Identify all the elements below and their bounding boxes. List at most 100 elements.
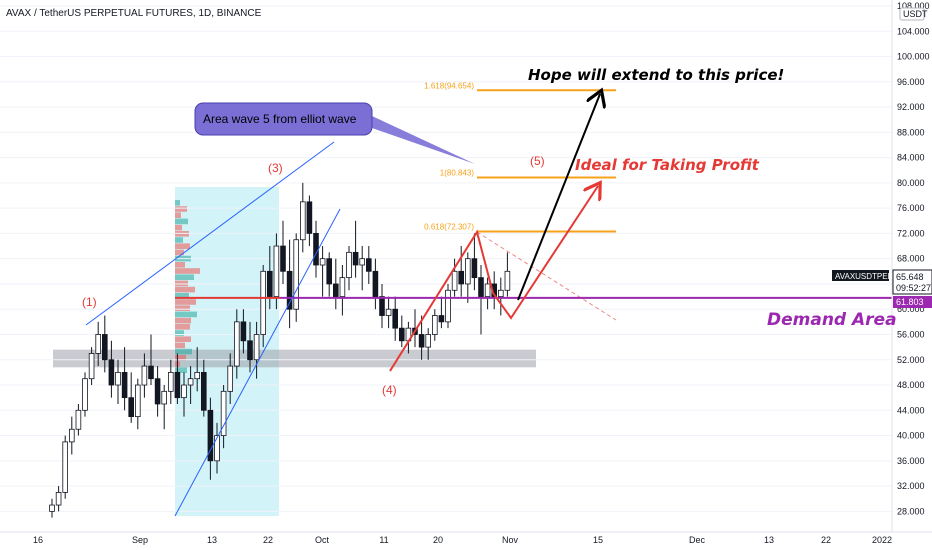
candle-body xyxy=(319,258,326,266)
chart-header: AVAX / TetherUS PERPETUAL FUTURES, 1D, B… xyxy=(6,8,262,19)
price-tick-label: 100.000 xyxy=(897,52,930,62)
volume-profile-bar xyxy=(175,286,195,293)
callout-box: Area wave 5 from elliot wave xyxy=(194,102,475,164)
time-tick-label: 13 xyxy=(207,535,217,545)
candle-body xyxy=(102,334,108,361)
candle-body xyxy=(280,245,286,272)
price-tick-label: 40.000 xyxy=(897,431,925,441)
price-tick-label: 60.000 xyxy=(897,304,925,314)
volume-profile-bar xyxy=(175,249,184,256)
price-tick-label: 68.000 xyxy=(897,254,925,264)
candle xyxy=(392,296,398,341)
candle-body xyxy=(167,371,174,392)
candle xyxy=(299,182,306,253)
candle xyxy=(141,353,148,398)
candle xyxy=(484,277,491,310)
candle xyxy=(359,246,365,291)
volume-profile-bar xyxy=(175,218,188,225)
candle-body xyxy=(95,334,102,354)
candle xyxy=(504,252,511,297)
candle-body xyxy=(187,378,194,386)
volume-profile-bar xyxy=(175,262,185,268)
candle-body xyxy=(478,277,484,297)
candle xyxy=(200,359,207,417)
candle-body xyxy=(233,321,240,367)
candle xyxy=(260,265,266,348)
candle-body xyxy=(313,233,319,266)
candle xyxy=(233,309,240,379)
candle-body xyxy=(359,258,365,266)
volume-profile-bar xyxy=(175,243,190,249)
candle xyxy=(161,385,168,430)
candle-body xyxy=(299,201,306,241)
candle-body xyxy=(326,258,332,285)
support-zone xyxy=(53,349,536,368)
demand-price-badge xyxy=(893,296,932,308)
candle-body xyxy=(134,384,141,418)
price-tick-label: 88.000 xyxy=(897,127,925,137)
candle-body xyxy=(121,371,128,399)
candle xyxy=(352,220,359,278)
volume-profile-bar xyxy=(175,280,188,287)
candle-body xyxy=(471,258,478,279)
candle xyxy=(227,353,234,404)
candle-body xyxy=(352,251,359,266)
candle-body xyxy=(339,277,346,297)
candle xyxy=(95,321,102,367)
volume-profile-bar xyxy=(175,317,191,324)
candle xyxy=(214,422,220,474)
candle xyxy=(247,321,253,373)
candle xyxy=(425,328,431,360)
target-arrow xyxy=(517,94,600,301)
candle xyxy=(385,296,392,329)
price-tick-label: 48.000 xyxy=(897,380,925,390)
volume-profile-bar xyxy=(175,299,196,305)
price-tick-label: 80.000 xyxy=(897,178,925,188)
price-tick-label: 84.000 xyxy=(897,153,925,163)
candle-body xyxy=(504,270,511,291)
candle-body xyxy=(332,283,339,297)
candle-body xyxy=(49,504,55,512)
time-tick-label: Sep xyxy=(132,535,148,545)
price-tick-label: 44.000 xyxy=(897,405,925,415)
volume-profile-bar xyxy=(175,293,189,299)
candle xyxy=(280,220,286,284)
volume-profile-bar xyxy=(175,330,184,336)
countdown-label: 09:52:27 xyxy=(896,283,931,293)
candle-body xyxy=(306,201,313,234)
volume-profile-bar xyxy=(175,305,190,311)
price-tick-label: 36.000 xyxy=(897,456,925,466)
time-tick-label: 22 xyxy=(263,535,273,545)
candle-body xyxy=(82,378,88,411)
candle xyxy=(339,265,346,316)
candle-body xyxy=(128,397,135,418)
time-tick-label: 2022 xyxy=(872,535,892,545)
candle-body xyxy=(148,365,154,380)
candle xyxy=(346,246,352,291)
fib-level-label: 1(80.843) xyxy=(440,169,475,178)
candle xyxy=(88,347,95,386)
candle xyxy=(379,283,385,329)
candle-body xyxy=(286,270,293,310)
candle-body xyxy=(62,441,68,493)
candle xyxy=(55,486,62,512)
candle xyxy=(49,498,55,518)
price-tick-label: 108.000 xyxy=(897,1,930,11)
time-tick-label: Oct xyxy=(315,535,330,545)
candle-body xyxy=(418,334,425,348)
candle xyxy=(69,416,75,455)
candle-body xyxy=(108,359,115,386)
volume-profile-bar xyxy=(175,311,197,318)
candle xyxy=(253,321,260,379)
candle-body xyxy=(200,371,207,411)
candle xyxy=(240,309,247,354)
candle xyxy=(167,359,174,404)
demand-note: Demand Area xyxy=(767,310,897,330)
candle-body xyxy=(181,384,187,399)
fib-level-label: 1.618(94.654) xyxy=(424,81,474,90)
candle xyxy=(445,283,451,329)
wave-dashed-line xyxy=(389,231,478,372)
volume-profile-bar xyxy=(175,324,190,330)
candle-body xyxy=(194,371,201,380)
